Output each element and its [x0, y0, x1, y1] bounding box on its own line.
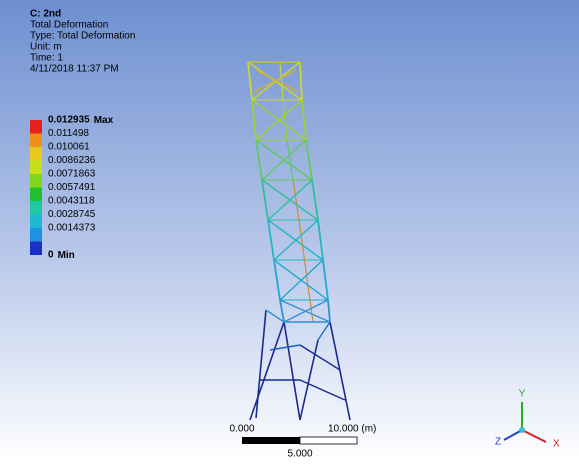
member: [329, 321, 351, 421]
member: [301, 99, 307, 141]
header-line: Total Deformation: [30, 20, 108, 31]
model: [247, 61, 351, 421]
triad: Y X Z: [495, 389, 560, 450]
legend-swatch: [30, 174, 42, 188]
axis-label: Y: [519, 389, 526, 400]
legend: 0.012935 Max 0.011498 0.010061 0.0086236 0.00…: [30, 115, 114, 261]
legend-swatch: [30, 147, 42, 161]
legend-label: 0.011498: [48, 128, 89, 139]
legend-tag: Max: [94, 115, 114, 126]
legend-label: 0.0014373: [48, 223, 96, 234]
legend-tag: Min: [58, 250, 75, 261]
legend-label: 0.0086236: [48, 155, 96, 166]
member: [298, 219, 306, 261]
member: [249, 321, 285, 421]
legend-swatch: [30, 201, 42, 215]
legend-label: 0.012935 Max: [48, 115, 114, 126]
member: [247, 61, 253, 101]
member: [267, 179, 313, 221]
member: [261, 139, 307, 181]
header-line: 4/11/2018 11:37 PM: [30, 64, 119, 75]
member: [283, 299, 329, 323]
member: [317, 219, 324, 261]
member: [282, 99, 288, 141]
legend-label: 0 Min: [48, 250, 75, 261]
member: [267, 219, 275, 261]
legend-swatch: [30, 228, 42, 242]
member: [261, 179, 269, 221]
scale-black: [242, 437, 300, 444]
axis-z: [503, 429, 523, 441]
member: [283, 321, 301, 421]
member: [273, 259, 281, 301]
header-line: Type: Total Deformation: [30, 31, 135, 42]
member: [311, 179, 319, 221]
member: [279, 61, 284, 101]
scale-label: 10.000 (m): [328, 424, 376, 435]
member: [286, 139, 294, 181]
member: [327, 299, 331, 323]
member: [322, 259, 329, 301]
axis-label: X: [553, 439, 560, 450]
member: [305, 139, 313, 181]
member: [273, 219, 319, 261]
member: [279, 259, 324, 301]
legend-label: 0.010061: [48, 142, 90, 153]
member: [255, 139, 263, 181]
triad-origin: [519, 427, 525, 433]
legend-swatch: [30, 133, 42, 147]
member: [309, 299, 314, 323]
member: [299, 339, 319, 421]
header-line: Time: 1: [30, 53, 63, 64]
legend-label: 0.0057491: [48, 182, 96, 193]
header-line: Unit: m: [30, 42, 62, 53]
scale-bar: 0.000 10.000 (m) 5.000: [229, 424, 376, 460]
scale-label: 0.000: [229, 424, 254, 435]
legend-label: 0.0028745: [48, 209, 96, 220]
member: [303, 259, 311, 301]
member: [299, 344, 341, 371]
legend-swatch: [30, 160, 42, 174]
member: [255, 69, 299, 93]
member: [299, 379, 346, 401]
scale-white: [299, 436, 358, 445]
header-line: C: 2nd: [30, 9, 61, 20]
legend-swatch: [30, 241, 42, 255]
member: [279, 299, 285, 323]
member: [255, 99, 303, 141]
member: [265, 309, 285, 323]
legend-label: 0.0071863: [48, 169, 96, 180]
member: [269, 344, 301, 351]
member: [317, 321, 331, 341]
legend-swatch: [30, 187, 42, 201]
member: [292, 179, 300, 221]
scale-label: 5.000: [287, 449, 312, 460]
legend-label: 0.0043118: [48, 196, 95, 207]
member: [255, 309, 267, 419]
member: [251, 99, 257, 141]
legend-swatch: [30, 214, 42, 228]
member: [253, 69, 297, 93]
legend-swatch: [30, 120, 42, 134]
axis-x: [521, 429, 547, 443]
axis-label: Z: [495, 437, 501, 448]
member: [299, 61, 303, 101]
